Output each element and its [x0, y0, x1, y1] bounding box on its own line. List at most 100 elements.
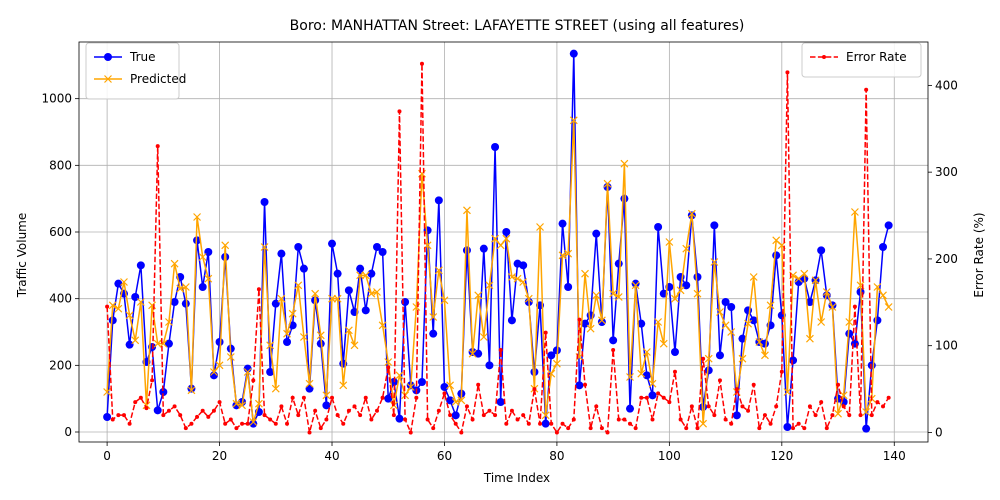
- data-point: [575, 381, 584, 390]
- data-point: [228, 417, 233, 422]
- data-point: [789, 356, 798, 365]
- data-point: [704, 354, 713, 363]
- data-point: [845, 329, 854, 338]
- data-point: [532, 387, 537, 392]
- data-point: [504, 421, 509, 426]
- data-point: [727, 328, 736, 336]
- data-point: [200, 408, 205, 413]
- data-point: [464, 404, 469, 409]
- data-point: [262, 413, 267, 418]
- data-point: [305, 384, 314, 393]
- data-point: [738, 354, 747, 363]
- data-point: [105, 304, 110, 309]
- y-tick-label: 600: [49, 225, 72, 239]
- data-point: [721, 298, 730, 306]
- data-point: [760, 339, 769, 348]
- data-point: [583, 382, 588, 387]
- data-point: [234, 426, 239, 431]
- data-point: [723, 417, 728, 422]
- data-point: [502, 234, 511, 243]
- data-point: [631, 279, 640, 288]
- data-point: [429, 313, 438, 321]
- x-axis-label: Time Index: [483, 471, 550, 485]
- data-point: [446, 396, 455, 405]
- data-point: [406, 383, 415, 391]
- data-point: [451, 398, 460, 406]
- data-point: [614, 293, 623, 301]
- data-point: [211, 408, 216, 413]
- data-point: [496, 241, 505, 250]
- data-point: [875, 400, 880, 405]
- data-point: [541, 419, 550, 428]
- data-point: [597, 316, 606, 325]
- data-point: [290, 395, 295, 400]
- data-point: [543, 330, 548, 335]
- data-point: [717, 378, 722, 383]
- series-markers-error-rate: [105, 61, 891, 435]
- data-point: [223, 421, 228, 426]
- data-point: [805, 298, 814, 306]
- data-point: [513, 274, 522, 283]
- data-point: [215, 361, 224, 370]
- data-point: [260, 198, 269, 206]
- data-point: [440, 383, 449, 391]
- data-point: [429, 329, 438, 338]
- y-tick-label: 1000: [41, 92, 72, 106]
- y2-tick-label: 400: [935, 78, 958, 92]
- legend-marker: [104, 75, 112, 83]
- legend-label: Error Rate: [846, 50, 907, 64]
- data-point: [114, 279, 123, 288]
- data-point: [547, 351, 556, 360]
- data-point: [462, 246, 471, 255]
- data-point: [569, 49, 578, 58]
- data-point: [622, 417, 627, 422]
- data-point: [727, 303, 736, 311]
- data-point: [210, 368, 218, 376]
- data-point: [350, 341, 359, 350]
- data-point: [710, 221, 719, 230]
- y-axis-label: Traffic Volume: [15, 213, 29, 299]
- data-point: [552, 359, 561, 368]
- data-point: [417, 378, 426, 386]
- data-point: [588, 426, 593, 431]
- data-point: [779, 369, 784, 374]
- data-point: [519, 261, 528, 270]
- data-point: [296, 413, 301, 418]
- data-point: [170, 298, 179, 306]
- data-point: [772, 251, 781, 260]
- data-point: [881, 404, 886, 409]
- data-point: [609, 289, 618, 298]
- y-tick-label: 800: [49, 158, 72, 172]
- data-point: [678, 417, 683, 422]
- data-point: [474, 291, 483, 300]
- data-point: [391, 413, 396, 418]
- data-point: [419, 61, 424, 66]
- data-point: [541, 411, 550, 420]
- data-point: [886, 395, 891, 400]
- data-point: [479, 333, 488, 341]
- data-point: [369, 417, 374, 422]
- data-point: [198, 283, 207, 291]
- data-point: [361, 306, 370, 315]
- data-point: [277, 249, 286, 258]
- data-point: [676, 286, 685, 295]
- data-point: [479, 244, 488, 253]
- data-point: [704, 366, 713, 375]
- data-point: [127, 421, 132, 426]
- legend-marker: [104, 53, 112, 61]
- data-point: [852, 304, 857, 309]
- data-point: [166, 408, 171, 413]
- data-point: [879, 243, 888, 251]
- data-point: [806, 334, 814, 343]
- data-point: [566, 426, 571, 431]
- data-point: [266, 368, 275, 376]
- data-point: [687, 209, 696, 218]
- data-point: [344, 286, 353, 295]
- data-point: [378, 321, 387, 330]
- data-point: [867, 361, 876, 370]
- data-point: [757, 426, 762, 431]
- data-point: [294, 243, 303, 251]
- data-point: [434, 266, 443, 275]
- data-point: [254, 399, 263, 408]
- data-point: [864, 87, 869, 92]
